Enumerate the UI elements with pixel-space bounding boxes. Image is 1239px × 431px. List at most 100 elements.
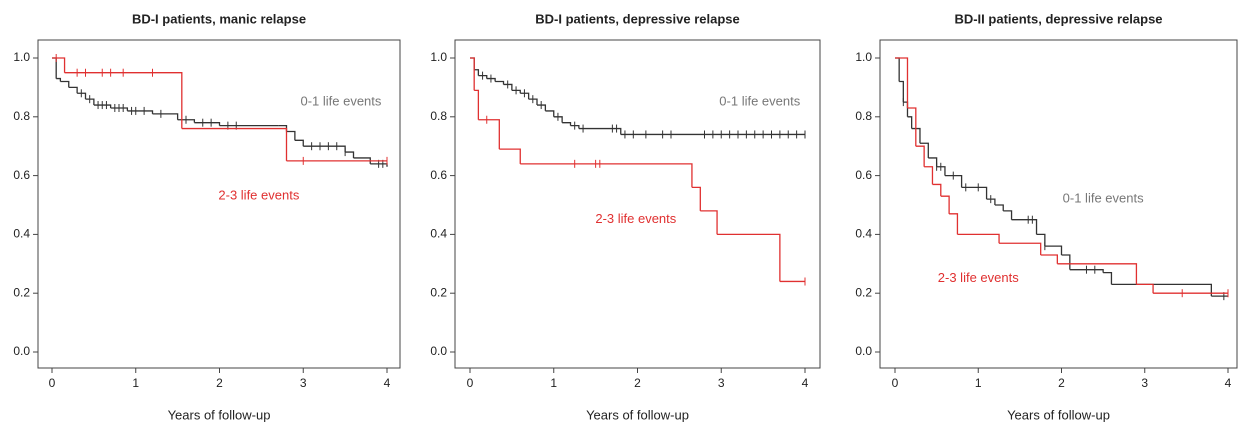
survival-step <box>895 57 900 82</box>
y-tick-label: 1.0 <box>855 50 872 64</box>
survival-step <box>64 72 183 129</box>
survival-step <box>1111 283 1212 297</box>
survival-step <box>110 107 129 111</box>
survival-step <box>353 157 371 164</box>
survival-step <box>345 151 355 158</box>
survival-step <box>520 92 530 100</box>
survival-step <box>578 127 622 135</box>
x-tick-label: 1 <box>132 376 139 390</box>
series-label: 0-1 life events <box>719 94 800 109</box>
survival-step <box>915 145 925 167</box>
y-tick-label: 0.0 <box>855 344 872 358</box>
x-tick-label: 1 <box>975 376 982 390</box>
survival-step <box>520 163 693 188</box>
survival-step <box>60 80 70 88</box>
y-tick-label: 1.0 <box>13 50 30 64</box>
series-label: 0-1 life events <box>1063 191 1144 206</box>
survival-step <box>562 122 572 126</box>
survival-step <box>957 233 1000 244</box>
survival-step <box>474 69 480 76</box>
survival-step <box>895 57 909 108</box>
survival-step <box>511 89 521 94</box>
survival-step <box>1011 219 1038 235</box>
x-tick-label: 4 <box>384 376 391 390</box>
survival-step <box>999 242 1042 255</box>
survival-step <box>1003 210 1013 220</box>
x-tick-label: 3 <box>718 376 725 390</box>
survival-step <box>553 116 563 123</box>
survival-step <box>928 157 938 167</box>
survival-step <box>911 127 921 144</box>
survival-step <box>177 119 196 123</box>
survival-step <box>949 213 959 235</box>
x-tick-label: 1 <box>550 376 557 390</box>
survival-step <box>286 130 296 141</box>
x-tick-label: 3 <box>300 376 307 390</box>
series-label: 2-3 life events <box>595 211 676 226</box>
survival-step <box>152 113 179 120</box>
y-tick-label: 0.6 <box>855 168 872 182</box>
y-tick-label: 0.8 <box>430 109 447 123</box>
x-tick-label: 2 <box>1058 376 1065 390</box>
x-axis-label: Years of follow-up <box>586 407 689 422</box>
survival-step <box>944 174 963 188</box>
y-tick-label: 0.8 <box>13 109 30 123</box>
survival-step <box>294 139 304 147</box>
chart-title: BD-I patients, manic relapse <box>132 11 306 26</box>
survival-step <box>986 198 996 205</box>
survival-step <box>478 74 488 79</box>
survival-step <box>499 148 521 164</box>
survival-step <box>1044 245 1063 255</box>
survival-step <box>1069 269 1104 273</box>
survival-step <box>486 77 496 82</box>
survival-step <box>85 98 95 106</box>
survival-step <box>478 119 500 150</box>
survival-step <box>700 210 718 235</box>
survival-step <box>907 116 913 129</box>
x-tick-label: 2 <box>216 376 223 390</box>
y-tick-label: 0.4 <box>855 227 872 241</box>
survival-step <box>528 98 538 106</box>
survival-step <box>537 104 547 111</box>
y-tick-label: 0.2 <box>855 285 872 299</box>
survival-step <box>52 57 66 73</box>
survival-step <box>924 166 934 185</box>
survival-step <box>1061 254 1071 270</box>
survival-step <box>919 142 929 158</box>
x-tick-label: 4 <box>1225 376 1232 390</box>
survival-step <box>77 92 87 100</box>
plot-frame <box>879 39 1238 369</box>
x-tick-label: 3 <box>1141 376 1148 390</box>
chart-title: BD-II patients, depressive relapse <box>954 11 1162 26</box>
survival-step <box>194 122 221 126</box>
y-tick-label: 0.0 <box>13 344 30 358</box>
survival-step <box>1136 283 1154 294</box>
series-label: 0-1 life events <box>300 94 381 109</box>
survival-step <box>570 124 580 129</box>
survival-step <box>691 186 701 211</box>
series-label: 2-3 life events <box>218 188 299 203</box>
survival-step <box>1103 271 1113 285</box>
survival-step <box>503 83 513 91</box>
y-tick-label: 0.0 <box>430 344 447 358</box>
survival-step <box>470 57 475 91</box>
y-tick-label: 0.4 <box>430 227 447 241</box>
survival-step <box>899 80 904 103</box>
plot-frame <box>37 39 401 369</box>
survival-step <box>940 195 950 214</box>
survival-step <box>68 86 78 94</box>
x-axis-label: Years of follow-up <box>1007 407 1110 422</box>
y-tick-label: 0.4 <box>13 227 30 241</box>
x-tick-label: 0 <box>467 376 474 390</box>
x-tick-label: 0 <box>49 376 56 390</box>
x-axis-label: Years of follow-up <box>168 407 271 422</box>
survival-step <box>56 77 62 82</box>
survival-step <box>994 204 1004 211</box>
survival-step <box>907 107 917 147</box>
plot-frame <box>454 39 821 369</box>
y-tick-label: 1.0 <box>430 50 447 64</box>
y-tick-label: 0.6 <box>13 168 30 182</box>
survival-step <box>93 104 112 108</box>
